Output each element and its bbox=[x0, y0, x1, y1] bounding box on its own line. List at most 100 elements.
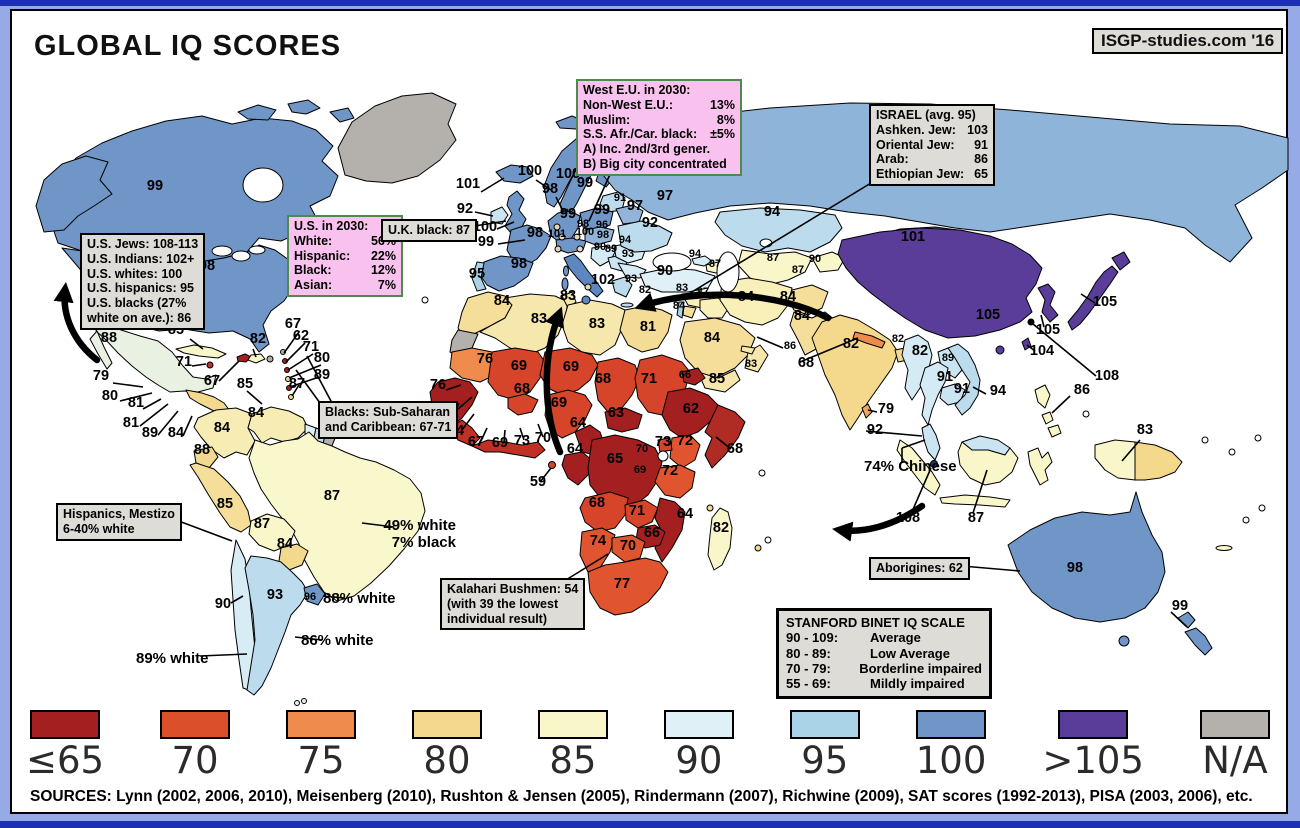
countries bbox=[35, 92, 1289, 696]
map-value-label: 93 bbox=[267, 587, 283, 603]
map-value-label: 83 bbox=[676, 282, 688, 294]
map-value-label: 69 bbox=[551, 395, 567, 411]
legend-swatch bbox=[1199, 710, 1270, 739]
map-value-label: 99 bbox=[147, 178, 163, 194]
map-value-label: 85 bbox=[237, 376, 253, 392]
map-value-label: 70 bbox=[535, 430, 551, 446]
country-argentina bbox=[244, 555, 309, 696]
map-value-label: 83 bbox=[560, 288, 576, 304]
map-value-label: 67 bbox=[468, 434, 484, 450]
baja-peninsula bbox=[89, 330, 113, 370]
map-value-label: 94 bbox=[619, 234, 632, 246]
legend-swatch bbox=[789, 710, 860, 739]
country-namibia bbox=[579, 527, 616, 573]
annotation-text: Aborigines: 62 bbox=[876, 561, 963, 575]
legend-item: 85 bbox=[537, 710, 608, 782]
arctic-islands bbox=[237, 99, 355, 123]
annotation-west-eu-2030: West E.U. in 2030: Non-West E.U.: 13% Musl… bbox=[576, 79, 742, 176]
migration-arrows bbox=[53, 281, 926, 542]
map-value-label: 87 bbox=[324, 488, 340, 504]
sources-line: SOURCES: Lynn (2002, 2006, 2010), Meisen… bbox=[30, 788, 1253, 805]
country-burkina bbox=[507, 393, 539, 416]
map-value-label: 70 bbox=[620, 538, 636, 554]
country-georgia bbox=[691, 255, 713, 267]
map-value-label: 90 bbox=[809, 253, 821, 265]
annotation-footer: A) Inc. 2nd/3rd gener. B) Big city conce… bbox=[583, 142, 727, 171]
legend-label: 100 bbox=[915, 739, 987, 782]
map-value-label: 88 bbox=[194, 442, 210, 458]
annotation-title: U.S. in 2030: bbox=[294, 219, 369, 233]
great-lakes bbox=[248, 245, 266, 255]
map-value-label: 87 bbox=[289, 376, 305, 392]
annotation-us-groups: U.S. Jews: 108-113 U.S. Indians: 102+ U.… bbox=[80, 233, 206, 330]
leader-lines bbox=[112, 169, 1188, 657]
map-value-label: 82 bbox=[639, 284, 651, 296]
map-value-label: 68 bbox=[589, 495, 605, 511]
map-value-label: 72 bbox=[677, 433, 693, 449]
map-value-label: 84 bbox=[704, 330, 720, 346]
legend-label: 85 bbox=[549, 739, 597, 782]
country-italy bbox=[563, 253, 604, 298]
map-value-label: 95 bbox=[469, 266, 485, 282]
island-sardinia bbox=[561, 277, 569, 291]
city-dot bbox=[553, 223, 561, 231]
annotation-rows: 90 - 109: Average 80 - 89: Low Average 70 - … bbox=[786, 630, 982, 691]
country-mali bbox=[487, 347, 546, 401]
country-png bbox=[1134, 441, 1183, 481]
island-corsica bbox=[563, 265, 569, 277]
island-sao-tome bbox=[548, 461, 556, 469]
map-value-label: 83 bbox=[589, 316, 605, 332]
legend-item: N/A bbox=[1199, 710, 1270, 779]
singapore-dot bbox=[930, 460, 938, 468]
central-europe bbox=[584, 226, 615, 246]
map-value-label: 87 bbox=[792, 264, 804, 276]
map-value-label: 94 bbox=[764, 204, 780, 220]
map-value-label: 98 bbox=[597, 229, 609, 241]
map-value-label: 71 bbox=[176, 354, 192, 370]
legend-item: 95 bbox=[789, 710, 860, 779]
map-value-label: 82 bbox=[250, 331, 266, 347]
stat-row: 55 - 69: Mildly impaired bbox=[786, 676, 965, 692]
annotation-title: West E.U. in 2030: bbox=[583, 83, 691, 97]
country-spain bbox=[479, 255, 534, 292]
city-dots bbox=[553, 223, 1035, 468]
legend: ≤65 70 75 80 85 90 95 100 >105 N/A bbox=[12, 710, 1284, 779]
city-dot bbox=[554, 245, 562, 253]
annotation-hispanics-mestizo: Hispanics, Mestizo 6-40% white bbox=[56, 503, 182, 541]
country-brazil bbox=[248, 431, 426, 602]
legend-swatch bbox=[160, 710, 231, 739]
map-value-label: 94 bbox=[990, 383, 1006, 399]
map-value-label: 98 bbox=[527, 225, 543, 241]
map-value-label: 72 bbox=[662, 463, 678, 479]
country-mozambique bbox=[654, 497, 686, 563]
stat-row: Oriental Jew: 91 bbox=[876, 137, 988, 152]
country-peru bbox=[189, 462, 252, 533]
map-value-label: 101 bbox=[456, 176, 480, 192]
country-cuba bbox=[175, 344, 227, 359]
map-value-label: 101 bbox=[901, 229, 925, 245]
country-sri-lanka bbox=[861, 403, 873, 419]
legend-item: 100 bbox=[915, 710, 987, 782]
arrow-to-egypt bbox=[634, 291, 832, 322]
map-value-label: 90 bbox=[215, 596, 231, 612]
map-value-label: 84 bbox=[248, 405, 264, 421]
arrow-africa-north bbox=[543, 306, 565, 456]
map-value-label: 96 bbox=[596, 219, 608, 231]
map-value-label: 91 bbox=[954, 381, 970, 397]
annotation-stanford-binet-scale: STANFORD BINET IQ SCALE 90 - 109: Average… bbox=[776, 608, 992, 699]
island-sulawesi bbox=[1027, 447, 1053, 486]
ocean-island bbox=[1242, 516, 1250, 524]
ocean-island bbox=[1258, 504, 1266, 512]
map-value-label: 84 bbox=[168, 425, 184, 441]
legend-label: 70 bbox=[171, 739, 219, 782]
island-tasmania bbox=[1118, 635, 1130, 647]
stat-row: 80 - 89: Low Average bbox=[786, 645, 950, 661]
annotation-aborigines: Aborigines: 62 bbox=[869, 557, 970, 580]
country-drc bbox=[587, 434, 663, 509]
map-value-label: 73 bbox=[655, 434, 671, 450]
map-value-label: 68 bbox=[798, 355, 814, 371]
stat-row: Muslim: 8% bbox=[583, 112, 735, 127]
legend-item: 75 bbox=[286, 710, 356, 779]
island-falklands bbox=[294, 700, 300, 706]
